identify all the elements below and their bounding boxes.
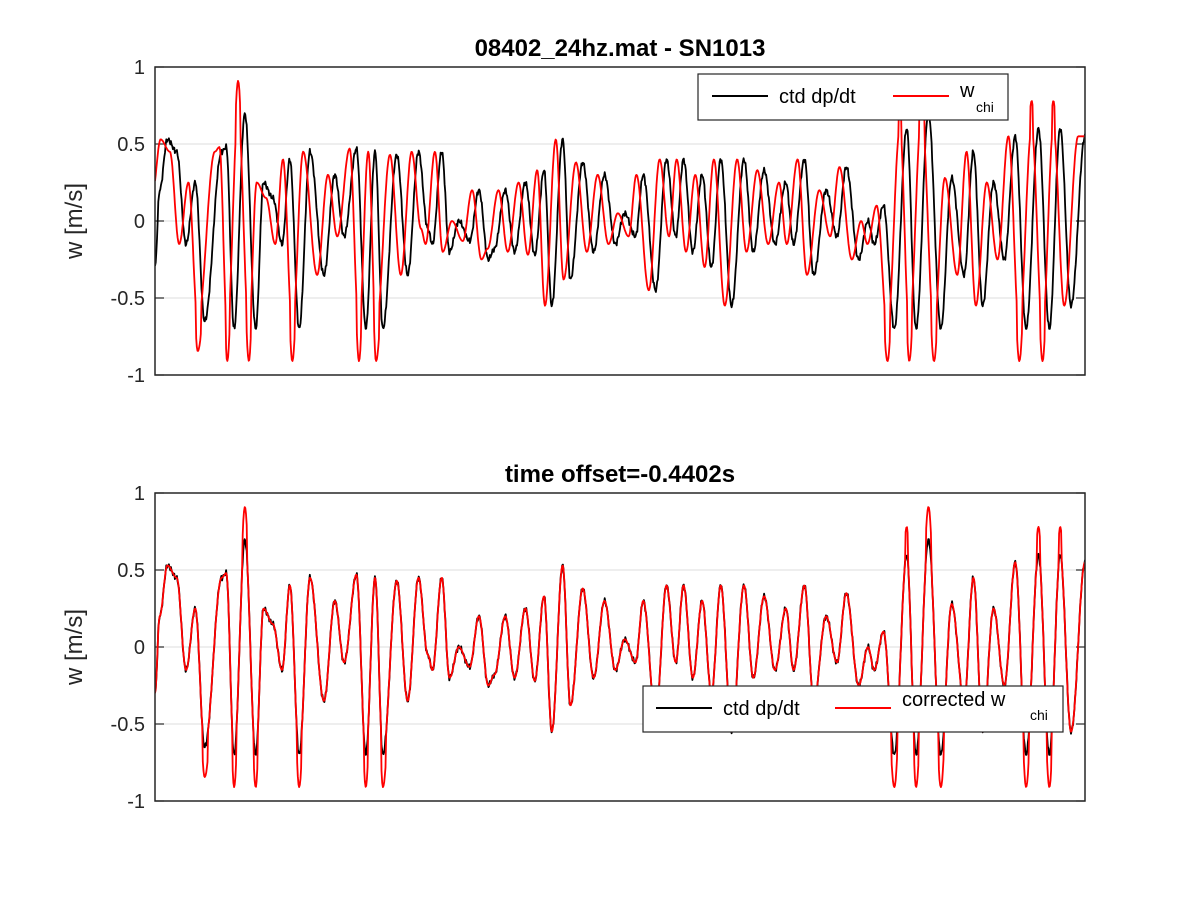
top-series-ctd-dpdt-line bbox=[155, 112, 1085, 330]
bottom-y-tick-label: -0.5 bbox=[111, 714, 145, 736]
bottom-y-tick-label: -1 bbox=[127, 791, 145, 813]
bottom-y-tick-label: 0 bbox=[134, 637, 145, 659]
top-series-w-chi-line bbox=[155, 80, 1085, 363]
top-y-tick-label: 0 bbox=[134, 211, 145, 233]
top-legend-chi-subscript: chi bbox=[976, 99, 994, 115]
bottom-legend-chi-subscript: chi bbox=[1030, 707, 1048, 723]
bottom-chart-title: time offset=-0.4402s bbox=[505, 461, 735, 488]
bottom-y-axis-label: w [m/s] bbox=[61, 609, 88, 686]
bottom-axes-box bbox=[154, 492, 1086, 802]
top-axes-box bbox=[154, 66, 1086, 376]
bottom-legend-chi-label: corrected w bbox=[902, 689, 1006, 711]
top-legend-ctd-label: ctd dp/dt bbox=[779, 86, 856, 108]
top-panel: 08402_24hz.mat - SN1013 w [m/s] -1 -0.5 0 0… bbox=[61, 35, 1086, 387]
bottom-legend-ctd-label: ctd dp/dt bbox=[723, 698, 800, 720]
top-legend-chi-label: w bbox=[959, 80, 975, 102]
top-plot-area bbox=[155, 80, 1085, 363]
bottom-y-tick-label: 1 bbox=[134, 483, 145, 505]
top-chart-title: 08402_24hz.mat - SN1013 bbox=[475, 35, 766, 62]
bottom-legend: ctd dp/dt corrected w chi bbox=[642, 685, 1064, 733]
bottom-panel: time offset=-0.4402s w [m/s] -1 -0.5 0 0.5 1… bbox=[61, 461, 1086, 813]
bottom-y-tick-label: 0.5 bbox=[117, 560, 145, 582]
top-y-tick-label: -0.5 bbox=[111, 288, 145, 310]
bottom-plot-area bbox=[155, 506, 1085, 788]
bottom-series-w-chi-line bbox=[155, 506, 1085, 788]
top-y-axis-label: w [m/s] bbox=[61, 183, 88, 260]
bottom-y-ticks: -1 -0.5 0 0.5 1 bbox=[111, 483, 1085, 813]
top-y-tick-label: -1 bbox=[127, 365, 145, 387]
top-y-tick-label: 1 bbox=[134, 57, 145, 79]
top-legend: ctd dp/dt w chi bbox=[697, 73, 1009, 121]
top-y-tick-label: 0.5 bbox=[117, 134, 145, 156]
